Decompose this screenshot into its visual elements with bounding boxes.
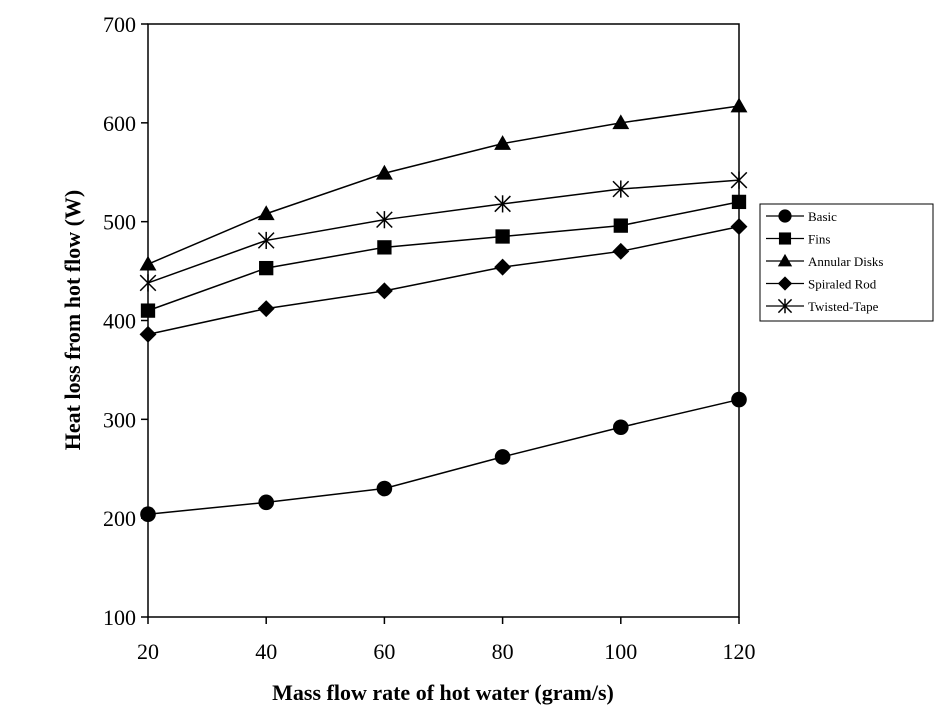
x-tick-label: 80 — [492, 639, 514, 664]
legend-marker — [778, 232, 792, 245]
y-tick-label: 200 — [103, 506, 136, 531]
series-basic — [140, 391, 747, 523]
legend-label: Fins — [808, 232, 830, 247]
x-axis: 20 40 60 80 100 120 — [137, 617, 756, 664]
data-point — [139, 255, 157, 271]
y-tick-label: 400 — [103, 309, 136, 334]
data-point — [731, 194, 747, 210]
legend-label: Twisted-Tape — [808, 299, 879, 314]
y-tick-label: 500 — [103, 210, 136, 235]
legend-item: Annular Disks — [766, 253, 883, 269]
y-tick-label: 300 — [103, 407, 136, 432]
data-point — [494, 449, 511, 465]
x-axis-title: Mass flow rate of hot water (gram/s) — [272, 680, 614, 705]
legend-item: Spiraled Rod — [766, 276, 877, 292]
data-point — [494, 258, 512, 276]
series-spiraled-rod — [139, 218, 748, 343]
legend-item: Fins — [766, 232, 830, 247]
series-fins — [140, 194, 747, 318]
data-point — [140, 303, 156, 318]
data-point — [139, 325, 157, 343]
legend-item: Basic — [766, 209, 837, 224]
x-tick-label: 60 — [373, 639, 395, 664]
data-point — [257, 205, 275, 221]
x-tick-label: 40 — [255, 639, 277, 664]
y-tick-label: 100 — [103, 605, 136, 630]
x-tick-label: 120 — [723, 639, 756, 664]
data-point — [613, 419, 629, 436]
data-point — [257, 231, 275, 250]
data-point — [494, 195, 511, 213]
data-point — [259, 260, 274, 276]
series-line — [147, 179, 740, 284]
legend-label: Annular Disks — [808, 254, 883, 269]
data-point — [612, 242, 630, 260]
data-point — [730, 97, 748, 113]
x-tick-label: 20 — [137, 639, 159, 664]
data-point — [730, 218, 748, 236]
legend-item: Twisted-Tape — [766, 298, 879, 314]
data-point — [612, 180, 630, 198]
data-point — [731, 391, 747, 408]
legend-marker — [777, 253, 793, 267]
series-line — [147, 398, 740, 515]
x-tick-label: 100 — [604, 639, 637, 664]
legend-marker — [777, 298, 793, 314]
data-point — [375, 282, 393, 300]
data-point — [377, 240, 392, 255]
series-annular-disks — [139, 97, 748, 271]
data-point — [376, 480, 393, 497]
data-point — [140, 506, 156, 523]
data-point — [258, 494, 275, 511]
series-layer — [139, 97, 748, 523]
data-point — [257, 300, 275, 318]
legend-label: Spiraled Rod — [808, 277, 877, 292]
legend-marker — [777, 276, 793, 291]
data-point — [730, 171, 748, 189]
y-tick-label: 600 — [103, 111, 136, 136]
data-point — [613, 218, 628, 233]
data-point — [495, 229, 510, 244]
data-point — [376, 211, 393, 229]
legend: Basic Fins Annular Disks Spiraled Rod Twiste… — [759, 203, 934, 322]
legend-label: Basic — [808, 209, 837, 224]
series-line — [147, 105, 740, 265]
y-tick-label: 700 — [103, 12, 136, 37]
series-line — [147, 201, 740, 312]
series-twisted-tape — [139, 171, 748, 292]
plot-frame — [147, 23, 740, 618]
y-axis: 100 200 300 400 500 600 700 — [103, 12, 148, 630]
data-point — [139, 274, 157, 292]
data-point — [494, 135, 512, 150]
data-point — [375, 164, 393, 180]
y-axis-title: Heat loss from hot flow (W) — [60, 190, 85, 451]
series-line — [147, 225, 740, 336]
legend-marker — [778, 209, 792, 223]
data-point — [612, 114, 630, 130]
